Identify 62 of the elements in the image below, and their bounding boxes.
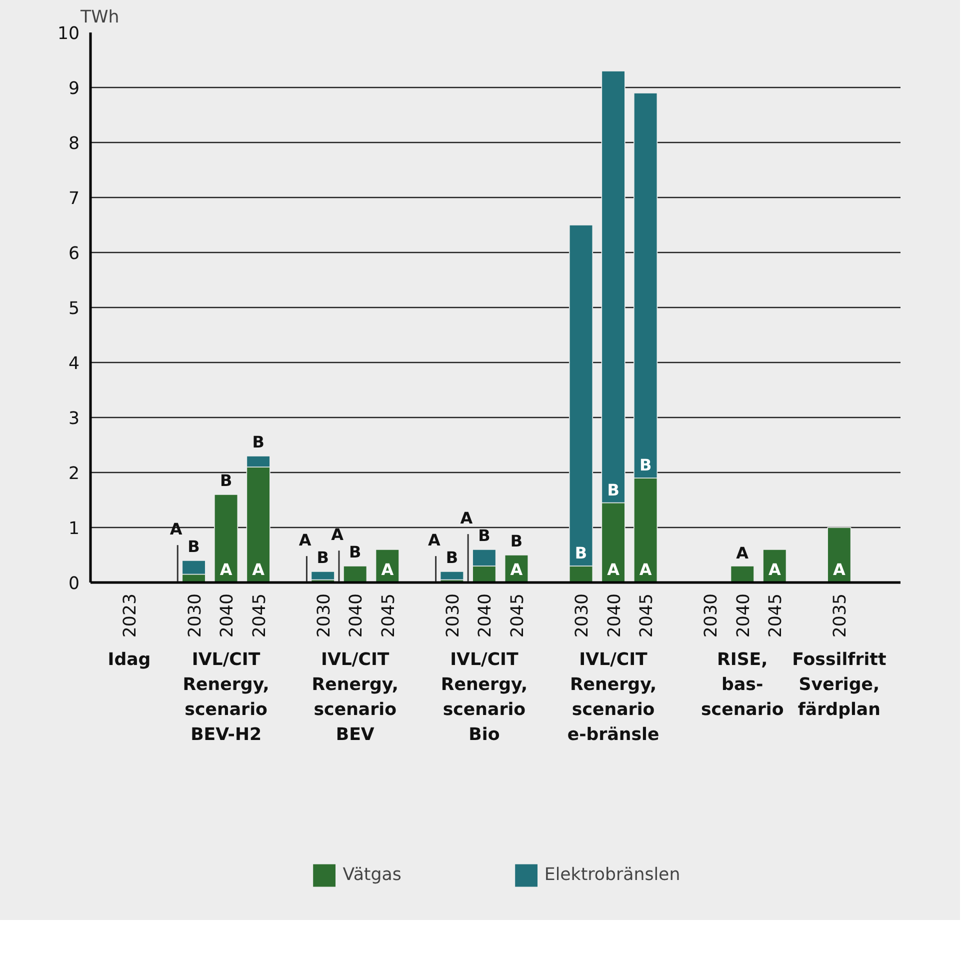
text: B bbox=[252, 432, 264, 452]
x-tick-label: 2030 bbox=[185, 593, 206, 638]
y-tick-label: 6 bbox=[68, 244, 80, 264]
x-tick-label: 2030 bbox=[314, 593, 334, 638]
x-tick-label: 2035 bbox=[830, 593, 851, 638]
x-tick-label: 2023 bbox=[120, 593, 141, 638]
x-tick-label: 2040 bbox=[218, 593, 238, 638]
y-tick-label: 2 bbox=[68, 464, 80, 484]
text: A bbox=[768, 560, 781, 580]
y-tick-label: 10 bbox=[57, 24, 80, 44]
x-tick-label: 2045 bbox=[637, 593, 658, 638]
y-tick-label: 5 bbox=[68, 299, 80, 319]
x-tick-label: 2040 bbox=[346, 593, 367, 638]
text: B bbox=[220, 471, 232, 490]
text: A bbox=[510, 560, 523, 580]
y-tick-label: 8 bbox=[68, 134, 80, 154]
text: A bbox=[252, 560, 265, 580]
text: B bbox=[316, 548, 329, 568]
text: B bbox=[446, 548, 458, 568]
text: A bbox=[381, 560, 394, 580]
x-tick-label: 2040 bbox=[604, 593, 625, 638]
text: A bbox=[331, 525, 344, 544]
text: Idag bbox=[108, 650, 151, 670]
x-tick-label: 2040 bbox=[476, 593, 496, 638]
text: B bbox=[510, 532, 523, 551]
text: A bbox=[220, 560, 232, 580]
text: A bbox=[832, 560, 846, 580]
text: A bbox=[460, 508, 473, 528]
text: A bbox=[298, 530, 312, 550]
text: Fossilfritt Sverige, färdplan bbox=[792, 650, 886, 720]
y-tick-label: 4 bbox=[68, 354, 80, 374]
y-tick-label: 7 bbox=[68, 189, 80, 209]
y-tick-label: 9 bbox=[68, 79, 80, 99]
legend-label: Elektrobränslen bbox=[544, 865, 680, 885]
text: B bbox=[574, 544, 588, 563]
x-tick-label: 2045 bbox=[378, 593, 399, 638]
text: IVL/CIT Renergy, scenario BEV-H2 bbox=[182, 650, 270, 745]
text: A bbox=[736, 544, 749, 563]
y-tick-label: 3 bbox=[68, 409, 80, 429]
legend-label: Vätgas bbox=[342, 865, 402, 885]
text: B bbox=[478, 526, 490, 546]
x-tick-label: 2040 bbox=[734, 593, 754, 638]
text: IVL/CIT Renergy, scenario e-bränsle bbox=[567, 650, 660, 745]
y-tick-label: 0 bbox=[68, 574, 80, 594]
text: A bbox=[428, 530, 440, 550]
text: RISE, bas- scenario bbox=[700, 650, 784, 720]
text: A bbox=[639, 560, 652, 580]
text: B bbox=[349, 542, 362, 562]
y-axis-title: TWh bbox=[80, 8, 120, 28]
x-tick-label: 2045 bbox=[250, 593, 270, 638]
x-tick-label: 2030 bbox=[702, 593, 722, 638]
text: IVL/CIT Renergy, scenario BEV bbox=[312, 650, 398, 745]
annotation: B bbox=[188, 537, 200, 556]
text: B bbox=[607, 480, 620, 500]
text: A bbox=[607, 560, 620, 580]
text: IVL/CIT Renergy, scenario Bio bbox=[440, 650, 528, 745]
x-tick-label: 2030 bbox=[572, 593, 593, 638]
x-tick-label: 2045 bbox=[508, 593, 528, 638]
y-tick-label: 1 bbox=[68, 519, 80, 539]
x-tick-label: 2045 bbox=[766, 593, 786, 638]
x-tick-label: 2030 bbox=[443, 593, 464, 638]
text: B bbox=[639, 456, 652, 475]
